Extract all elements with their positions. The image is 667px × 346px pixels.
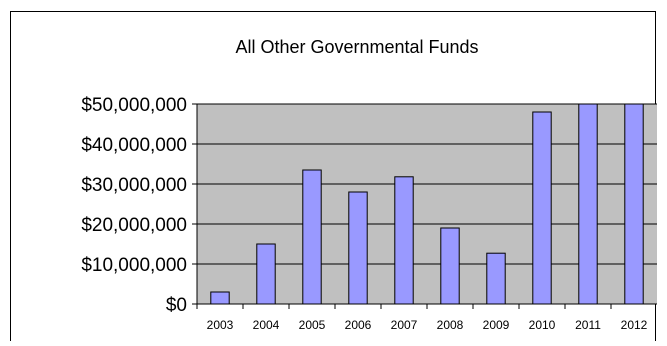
bar-2008	[440, 227, 460, 305]
y-tick-label: $10,000,000	[81, 255, 187, 276]
bar-2011	[578, 103, 598, 305]
bar-2009	[486, 252, 506, 305]
bar-2004	[256, 243, 276, 305]
y-axis: $0 $10,000,000 $20,000,000 $30,000,000 $40,0…	[81, 95, 198, 316]
y-tick-label: $30,000,000	[81, 175, 187, 196]
bar-2006	[348, 191, 368, 305]
x-tick-label: 2003	[207, 318, 234, 332]
bar-2007	[394, 176, 414, 305]
y-tick-label: $0	[166, 295, 187, 316]
x-tick-label: 2011	[575, 318, 601, 332]
y-tick-label: $40,000,000	[81, 135, 187, 156]
x-tick-label: 2008	[437, 318, 464, 332]
bar-2003	[210, 291, 230, 305]
bar-2012	[624, 103, 644, 305]
x-tick-label: 2006	[345, 318, 372, 332]
y-tick-label: $50,000,000	[81, 95, 187, 116]
x-tick-label: 2007	[391, 318, 418, 332]
y-tick-label: $20,000,000	[81, 215, 187, 236]
x-tick-label: 2012	[621, 318, 648, 332]
x-tick-label: 2004	[253, 318, 280, 332]
bar-2005	[302, 169, 322, 305]
x-tick-label: 2009	[483, 318, 510, 332]
chart-title: All Other Governmental Funds	[235, 37, 478, 57]
x-tick-label: 2005	[299, 318, 326, 332]
x-axis: 2003 2004 2005 2006 2007 2008 2009 2010 2011 2012	[196, 303, 657, 332]
x-tick-label: 2010	[529, 318, 556, 332]
bar-2010	[532, 111, 552, 305]
